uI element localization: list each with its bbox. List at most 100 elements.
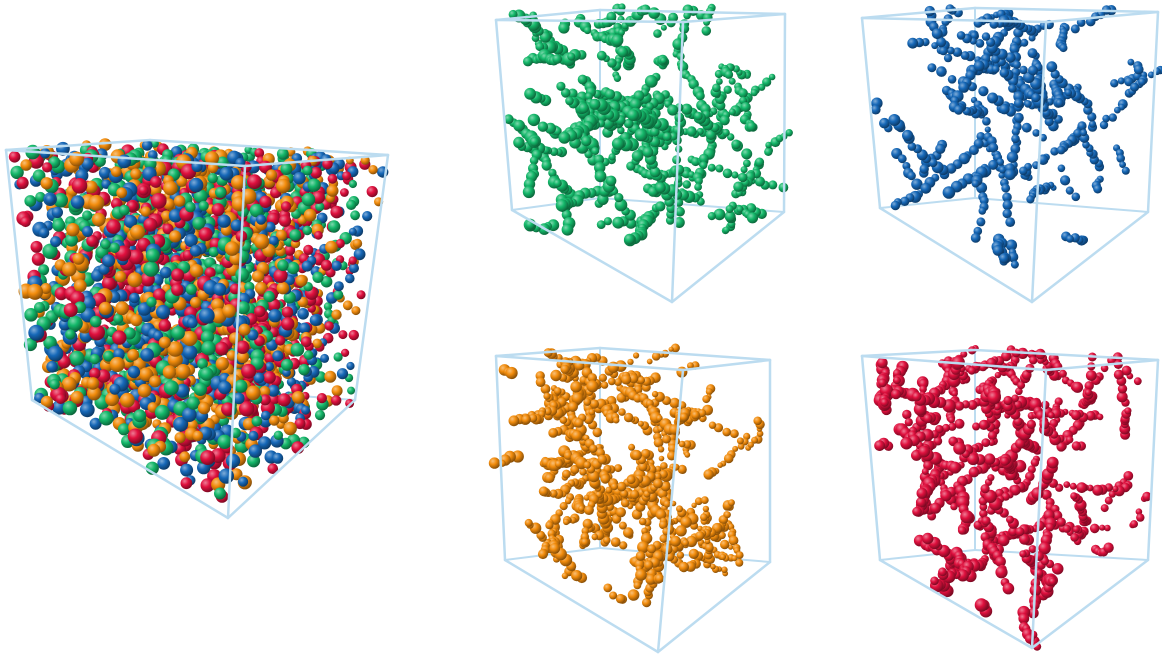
orange-atom <box>702 395 711 404</box>
blue-atom <box>349 263 359 274</box>
green-atom <box>644 75 658 88</box>
green-atom <box>694 183 702 191</box>
orange-atom <box>691 410 700 420</box>
blue-atom <box>1060 175 1071 186</box>
red-atom <box>321 259 332 271</box>
blue-atom <box>173 416 189 432</box>
orange-atom <box>646 358 653 365</box>
blue-atom <box>265 221 276 233</box>
blue-atom <box>268 309 282 323</box>
green-atom <box>653 29 662 38</box>
green-atom <box>207 173 218 184</box>
red-atom <box>211 203 225 217</box>
green-atom <box>740 102 751 112</box>
green-atom <box>302 225 313 236</box>
green-atom <box>604 89 616 100</box>
red-atom <box>54 287 68 301</box>
green-atom <box>701 26 712 36</box>
orange-atom <box>571 570 583 582</box>
green-atom <box>82 210 93 221</box>
blue-atom <box>50 236 62 248</box>
green-atom <box>768 73 776 81</box>
orange-atom <box>702 505 710 513</box>
green-atom <box>315 202 325 212</box>
red-atom <box>30 240 43 253</box>
orange-atom <box>653 478 663 489</box>
green-atom <box>35 191 46 203</box>
blue-atom <box>998 253 1010 264</box>
green-atom <box>192 216 206 230</box>
blue-atom <box>902 129 914 142</box>
green-species-cube <box>494 3 793 304</box>
blue-atom <box>156 304 171 320</box>
blue-atom <box>1028 65 1038 76</box>
blue-atom <box>230 219 243 232</box>
red-atom <box>263 371 276 384</box>
red-atom <box>1089 523 1100 534</box>
orange-atom <box>638 517 647 526</box>
blue-atom <box>1088 120 1097 128</box>
red-atom <box>300 336 312 348</box>
blue-atom <box>907 171 916 181</box>
red-atom <box>55 393 66 404</box>
blue-atom <box>897 154 907 164</box>
red-atom <box>327 173 338 184</box>
blue-atom <box>213 282 227 296</box>
orange-atom <box>657 446 665 453</box>
red-atom <box>1070 410 1082 421</box>
red-atom <box>1124 407 1132 415</box>
orange-atom <box>175 364 191 379</box>
green-atom <box>100 239 111 250</box>
green-atom <box>215 264 225 275</box>
blue-atom <box>1110 79 1119 88</box>
green-atom <box>608 153 616 161</box>
green-atom <box>605 175 617 187</box>
blue-atom <box>159 266 172 279</box>
orange-atom <box>653 437 664 448</box>
orange-atom <box>275 229 287 241</box>
orange-atom <box>276 178 291 194</box>
red-atom <box>280 201 292 212</box>
orange-atom <box>86 377 100 390</box>
orange-atom <box>72 252 85 265</box>
orange-atom <box>508 415 520 427</box>
green-atom <box>273 430 284 440</box>
blue-atom <box>233 392 245 405</box>
orange-atom <box>589 444 598 453</box>
green-atom <box>541 160 552 171</box>
green-atom <box>42 243 58 259</box>
orange-atom <box>614 464 623 473</box>
blue-atom <box>1008 84 1017 93</box>
blue-atom <box>268 235 279 246</box>
orange-atom <box>691 502 697 508</box>
orange-atom <box>545 521 554 530</box>
blue-atom <box>976 217 986 227</box>
orange-atom <box>554 460 563 468</box>
green-atom <box>611 34 624 47</box>
red-atom <box>342 171 352 181</box>
blue-atom <box>978 86 989 97</box>
green-atom <box>754 157 765 167</box>
green-atom <box>290 342 305 357</box>
green-atom <box>723 85 732 95</box>
orange-atom <box>723 511 731 519</box>
orange-atom <box>579 468 587 476</box>
red-atom <box>204 267 216 279</box>
green-atom <box>69 350 85 366</box>
orange-atom <box>283 421 297 436</box>
orange-atom <box>654 573 665 584</box>
blue-atom <box>870 104 881 115</box>
orange-atom <box>163 180 178 196</box>
blue-atom <box>984 126 991 133</box>
blue-atom <box>981 32 991 41</box>
blue-atom <box>140 348 155 362</box>
orange-atom <box>197 401 211 415</box>
orange-atom <box>700 496 709 504</box>
orange-atom <box>705 388 713 396</box>
orange-atom <box>618 521 627 530</box>
green-atom <box>348 179 357 189</box>
green-atom <box>523 56 533 67</box>
blue-atom <box>184 233 198 248</box>
orange-atom <box>160 210 172 222</box>
blue-atom <box>942 186 956 199</box>
